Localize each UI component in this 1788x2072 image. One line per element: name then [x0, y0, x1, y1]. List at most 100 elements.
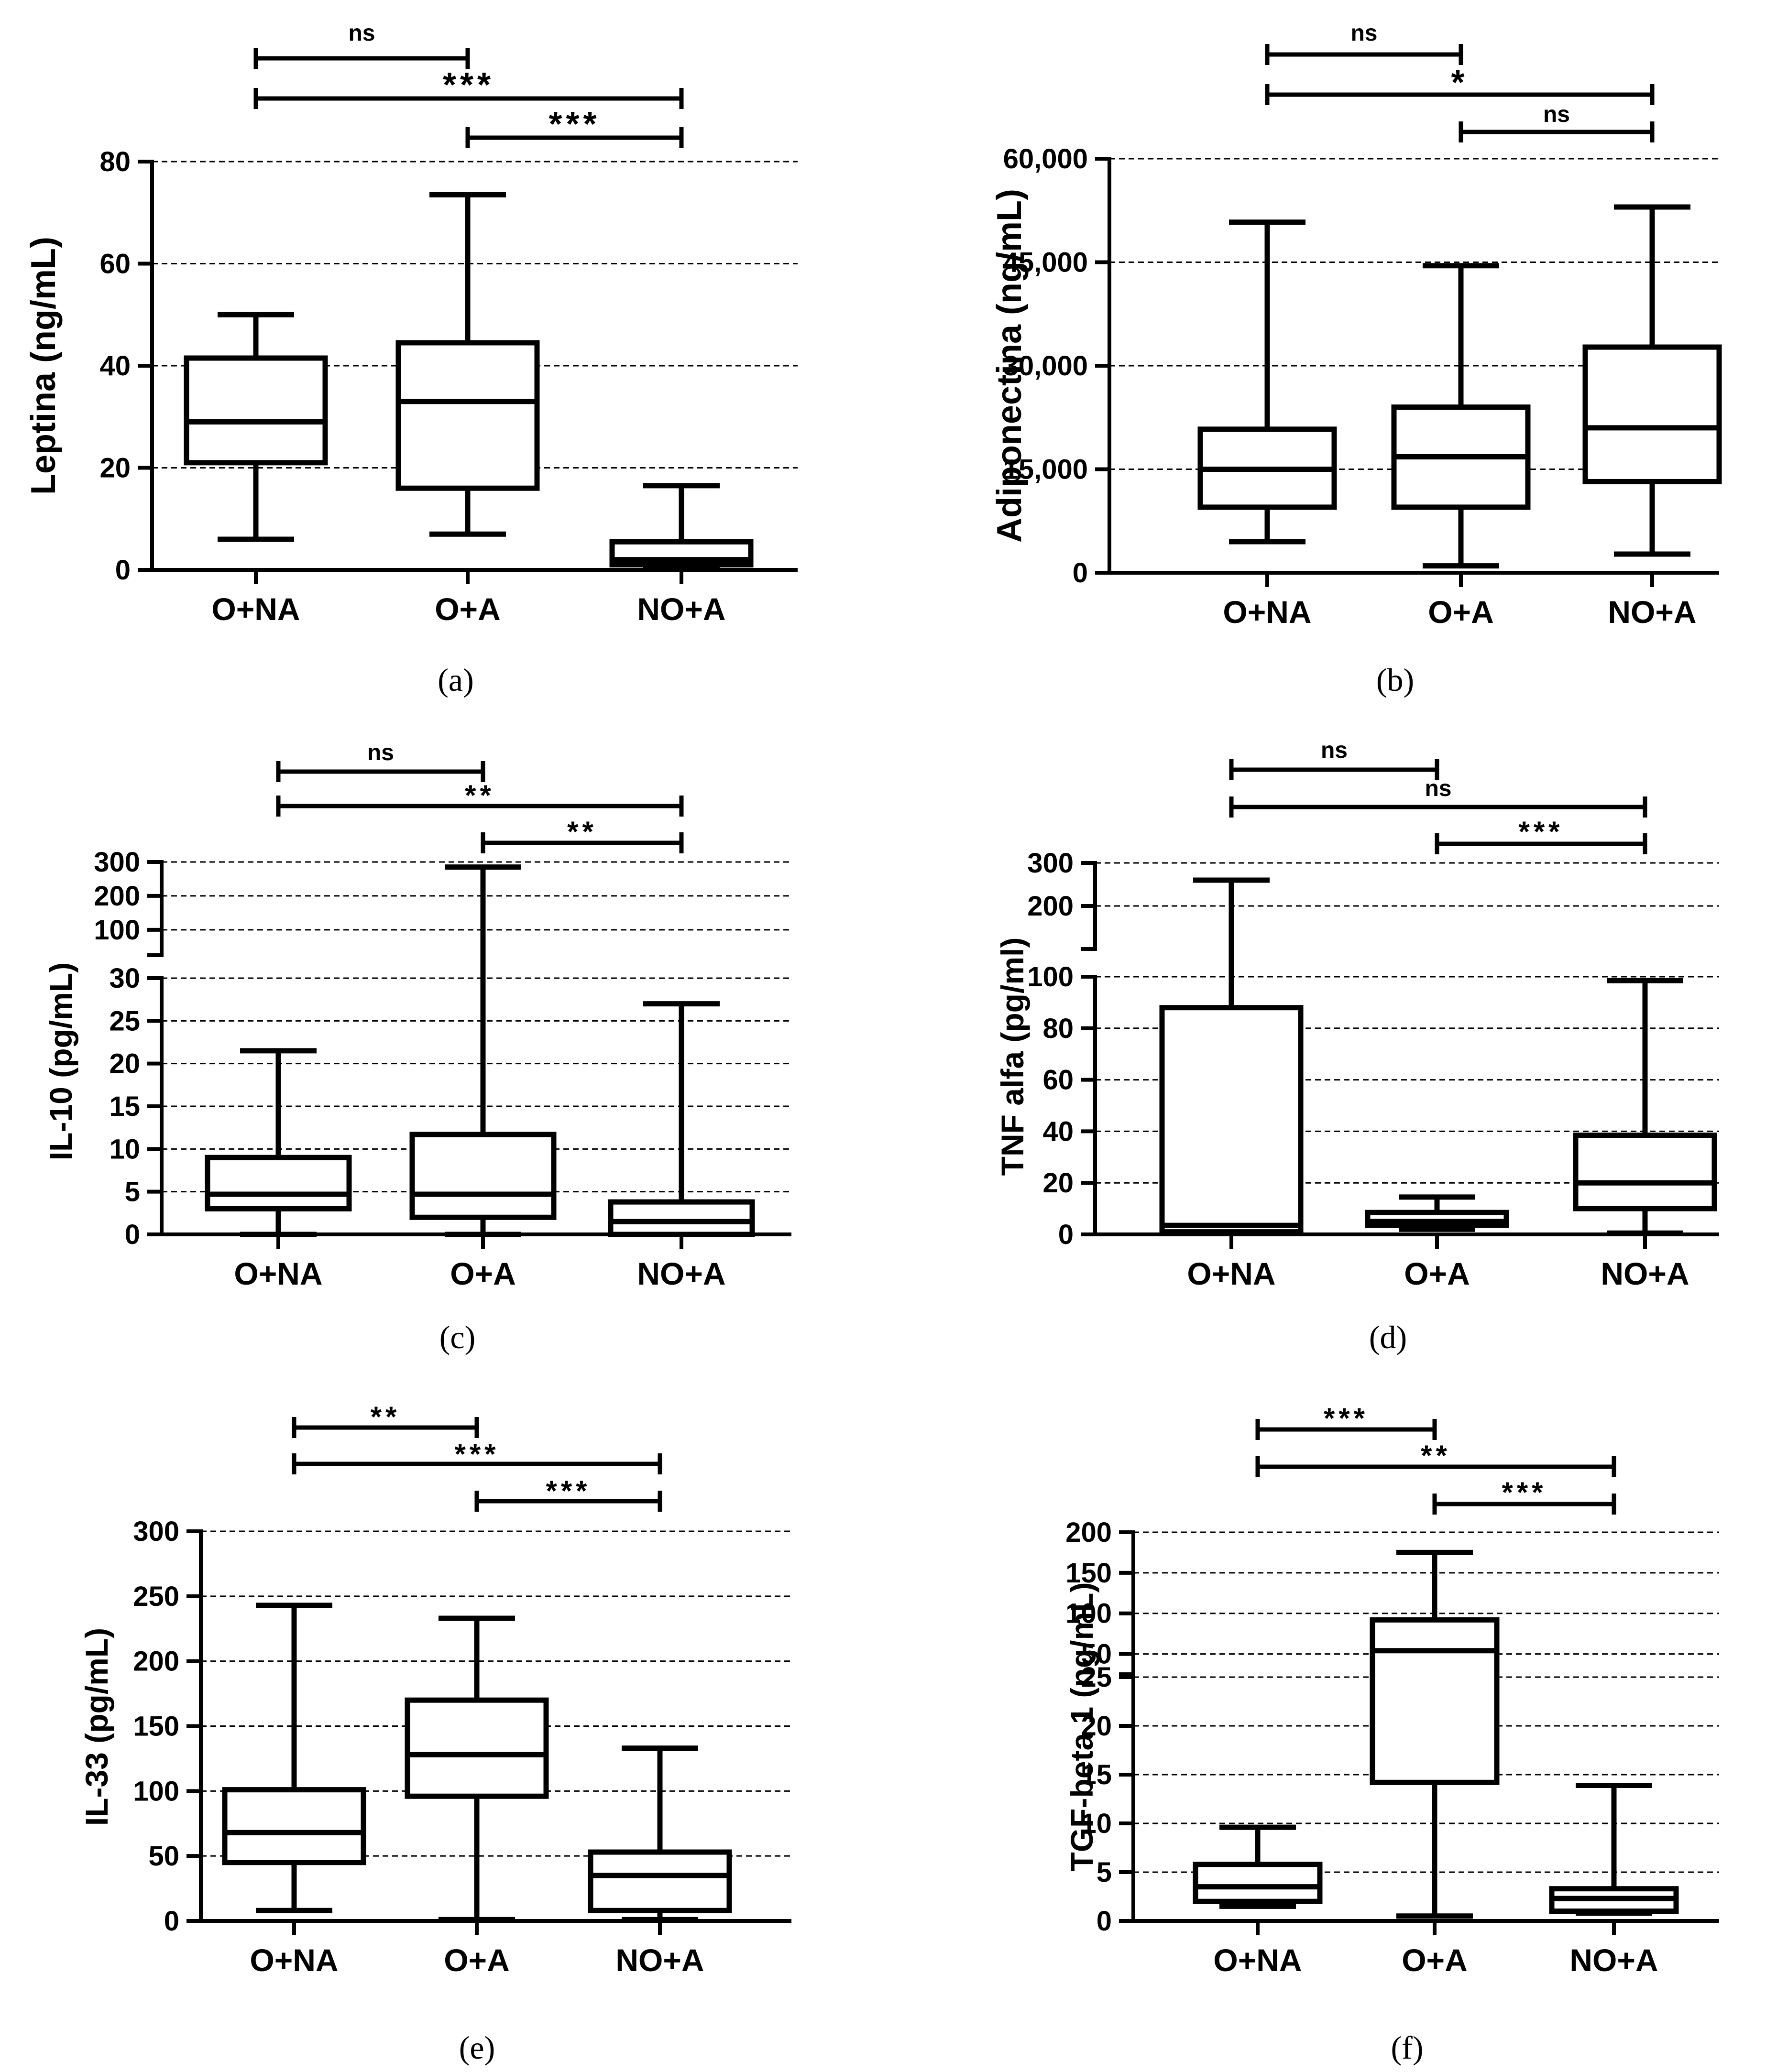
significance-label: *** [443, 66, 494, 104]
box-iqr [1573, 1132, 1717, 1211]
panel-caption: (a) [438, 662, 473, 698]
y-tick-label: 25 [109, 1005, 140, 1036]
chart-panel-d: 0 20 40 60 80 100 200 300 O+NA O+A NO+A TNF alfa (p… [995, 738, 1719, 1355]
box-o-na [1159, 877, 1304, 1236]
y-tick-label: 0 [164, 1906, 179, 1937]
significance-label: ns [1321, 738, 1348, 763]
box-iqr [1159, 1005, 1304, 1235]
y-tick-label: 150 [1065, 1558, 1112, 1589]
x-tick-label: O+NA [211, 591, 300, 627]
y-tick-label: 80 [1042, 1013, 1074, 1044]
significance-label: ns [367, 740, 394, 765]
panel-caption: (c) [439, 1319, 475, 1355]
y-tick-label: 45,000 [1003, 247, 1088, 278]
box-no-a [1582, 204, 1722, 557]
y-tick-label: 5 [125, 1177, 140, 1208]
significance-bracket: *** [465, 105, 684, 148]
significance-bracket: ns [276, 740, 485, 782]
y-tick-label: 30,000 [1003, 350, 1088, 382]
y-tick-label: 100 [133, 1776, 179, 1807]
y-tick-label: 20 [1042, 1167, 1074, 1199]
y-axis-label: Adiponectina (ng/mL) [990, 189, 1029, 543]
y-tick-label: 100 [94, 915, 140, 946]
box-iqr [588, 1849, 732, 1913]
x-tick-label: O+A [1428, 594, 1494, 630]
y-tick-label: 300 [133, 1516, 179, 1547]
box-iqr [205, 1155, 352, 1211]
box-o-na [184, 312, 328, 542]
chart-panel-b: 0 15,000 30,000 45,000 60,000 O+NA O+A NO+A Adip… [990, 21, 1722, 698]
box-o-a [405, 1615, 549, 1922]
box-o-a [1370, 1549, 1500, 1919]
box-no-a [609, 483, 754, 570]
y-tick-label: 80 [99, 146, 131, 177]
x-tick-label: NO+A [637, 591, 725, 627]
significance-bracket: ** [276, 779, 684, 817]
box-no-a [1573, 978, 1717, 1236]
x-tick-label: O+A [450, 1256, 516, 1291]
significance-bracket: *** [1435, 816, 1647, 854]
significance-label: ns [1425, 776, 1451, 801]
y-tick-label: 25 [1081, 1662, 1112, 1693]
x-tick-label: O+A [1404, 1256, 1470, 1291]
y-tick-label: 60,000 [1003, 143, 1088, 174]
y-tick-label: 300 [1027, 848, 1074, 879]
y-tick-label: 200 [133, 1646, 179, 1677]
box-o-a [395, 192, 540, 537]
x-tick-label: O+NA [250, 1942, 338, 1978]
x-tick-label: NO+A [1569, 1942, 1658, 1978]
y-axis-label: TNF alfa (pg/ml) [995, 938, 1030, 1176]
significance-label: ns [1543, 102, 1570, 127]
panel-caption: (f) [1391, 2029, 1424, 2066]
significance-bracket: ** [1255, 1439, 1616, 1477]
box-iqr [1582, 344, 1722, 484]
significance-label: ** [567, 816, 597, 848]
significance-bracket: ns [253, 21, 470, 69]
significance-label: ** [371, 1401, 401, 1433]
y-axis-label: IL-10 (pg/mL) [43, 962, 78, 1160]
y-tick-label: 10 [109, 1134, 140, 1165]
box-o-na [1193, 1824, 1323, 1909]
x-tick-label: NO+A [637, 1256, 725, 1291]
significance-bracket: *** [1432, 1476, 1616, 1515]
y-tick-label: 0 [125, 1219, 140, 1250]
y-tick-label: 100 [1065, 1598, 1112, 1629]
box-iqr [405, 1697, 549, 1799]
y-axis-label: Leptina (ng/mL) [24, 237, 63, 495]
significance-bracket: ns [1459, 102, 1655, 142]
box-iqr [184, 355, 328, 466]
significance-label: *** [548, 105, 600, 143]
significance-bracket: *** [292, 1438, 662, 1474]
x-tick-label: O+NA [1213, 1942, 1302, 1978]
box-iqr [1193, 1862, 1323, 1904]
significance-label: *** [1518, 816, 1563, 848]
significance-label: ns [348, 21, 375, 46]
box-o-na [205, 1048, 352, 1237]
significance-bracket: ns [1229, 738, 1439, 780]
x-tick-label: NO+A [615, 1942, 704, 1978]
box-o-a [1391, 263, 1531, 569]
y-tick-label: 40 [99, 350, 131, 382]
y-tick-label: 0 [1058, 1219, 1074, 1250]
x-tick-label: O+A [1402, 1942, 1468, 1978]
box-no-a [608, 1001, 755, 1237]
y-tick-label: 200 [1065, 1517, 1112, 1548]
y-tick-label: 10 [1081, 1808, 1112, 1839]
significance-label: ** [1421, 1439, 1451, 1472]
y-tick-label: 15 [1081, 1759, 1112, 1790]
chart-panel-a: 0 20 40 60 80 O+NA O+A NO+A Leptina (ng/mL) ns ***… [24, 21, 798, 698]
significance-label: ** [465, 779, 495, 811]
panel-caption: (b) [1376, 662, 1414, 698]
chart-panel-e: 0 50 100 150 200 250 300 O+NA O+A NO+A IL-33 (pg/m… [79, 1401, 791, 2066]
box-iqr [222, 1787, 366, 1865]
x-tick-label: NO+A [1608, 594, 1696, 630]
y-tick-label: 60 [99, 249, 131, 280]
significance-bracket: ns [1265, 21, 1463, 65]
panel-caption: (d) [1369, 1319, 1407, 1355]
y-tick-label: 150 [133, 1711, 179, 1742]
y-tick-label: 250 [133, 1581, 179, 1612]
y-tick-label: 15,000 [1003, 454, 1088, 485]
